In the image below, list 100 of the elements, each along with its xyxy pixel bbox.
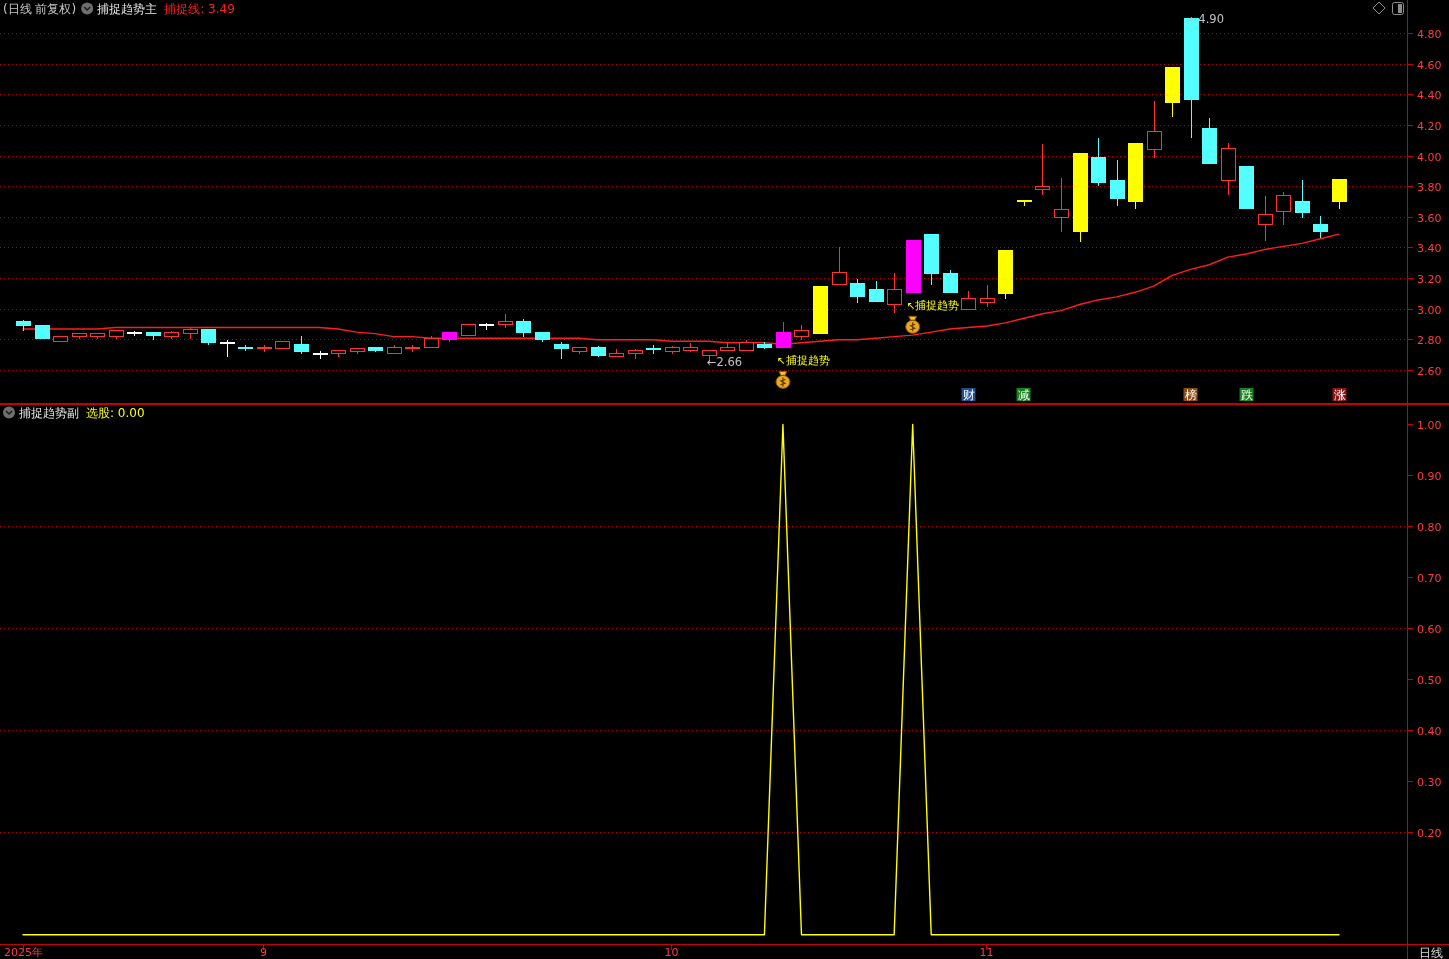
candlestick [498,313,513,328]
candlestick [869,280,884,302]
candlestick [683,342,698,352]
candlestick [628,348,643,359]
x-tick-label: 涨 [1333,388,1346,402]
y-tick-label: 2.60 [1417,364,1442,378]
candlestick [646,344,661,354]
candlestick [257,344,272,352]
x-tick-label: 跌 [1240,388,1253,402]
y-tick-label: 3.80 [1417,180,1442,194]
candlestick [961,290,976,310]
y-tick-label: 0.90 [1417,469,1442,483]
annotation: ↖捕捉趋势 [906,298,960,311]
candlestick [554,341,569,359]
text: 捕捉线: 3.49 [164,2,235,16]
candlestick [943,269,958,293]
candlestick [535,332,550,342]
candlestick [479,322,494,330]
candlestick [350,347,365,354]
chart-subtitle: 捕捉趋势主 [97,2,158,16]
candlestick [887,272,902,313]
y-tick-label: 4.40 [1417,88,1442,102]
y-tick-label: 4.00 [1417,150,1442,164]
candlestick [387,344,402,354]
candlestick [16,319,31,331]
x-tick-label: 9 [260,946,267,959]
y-tick-label: 4.80 [1417,27,1442,41]
candlestick [1035,143,1050,195]
candlestick [591,345,606,357]
candlestick [609,348,624,357]
candlestick [665,345,680,354]
candlestick [238,344,253,351]
candlestick [164,330,179,339]
candlestick [275,341,290,349]
candlestick [1054,177,1069,232]
annotation: ←2.66 [706,354,743,369]
text: 选股: 0.00 [86,406,145,420]
candlestick [368,347,383,352]
y-tick-label: 0.40 [1417,724,1442,738]
y-tick-label: 3.20 [1417,272,1442,286]
x-tick-label: 11 [979,946,994,959]
candlestick [313,350,328,359]
x-tick-label: 减 [1017,388,1030,402]
candlestick [405,344,420,352]
candlestick [1332,179,1347,209]
candlestick [572,347,587,354]
y-tick-label: 0.20 [1417,826,1442,840]
candlestick [1165,67,1180,117]
candlestick [1202,117,1217,164]
candlestick [1258,195,1273,241]
candlestick [924,234,939,285]
candlestick [1221,142,1236,195]
x-tick-label: 2025年 [4,946,43,959]
candlestick [442,332,457,342]
candlestick [90,332,105,339]
candlestick [127,330,142,336]
candlestick [461,324,476,336]
x-tick-label: 10 [664,946,679,959]
y-tick-label: 3.60 [1417,211,1442,225]
candlestick [1091,137,1106,186]
candlestick [331,350,346,357]
candlestick [53,335,68,342]
candlestick [980,284,995,307]
x-tick-label: 财 [962,388,975,402]
candlestick [794,324,809,340]
y-tick-label: 1.00 [1417,418,1442,432]
y-tick-label: 2.80 [1417,333,1442,347]
annotation: ←4.90 [1188,11,1224,26]
x-tick-label: 榜 [1184,388,1197,402]
line-series [22,233,1340,346]
candlestick [739,339,754,351]
candlestick [720,341,735,351]
candlestick [424,335,439,348]
chart-subtitle: 捕捉趋势副 [19,406,79,420]
candlestick [757,341,772,349]
y-tick-label: 3.00 [1417,303,1442,317]
y-tick-label: 0.70 [1417,571,1442,585]
y-tick-label: 0.60 [1417,622,1442,636]
candlestick [109,330,124,339]
annotation: ↖捕捉趋势 [776,353,830,366]
candlestick [850,278,865,303]
candlestick [1295,179,1310,218]
chart-title: (日线 前复权) [3,2,77,16]
candlestick [1239,166,1254,209]
y-tick-label: 4.60 [1417,58,1442,72]
candlestick [1313,215,1328,238]
y-tick-label: 0.50 [1417,673,1442,687]
candlestick [1147,100,1162,158]
y-tick-label: 4.20 [1417,119,1442,133]
candlestick [1128,143,1143,209]
candlestick [906,240,921,293]
candlestick [832,246,847,285]
candlestick [72,332,87,339]
candlestick [1017,200,1032,206]
candlestick [776,321,791,348]
y-tick-label: 3.40 [1417,241,1442,255]
candlestick [1073,153,1088,242]
y-tick-label: 0.30 [1417,775,1442,789]
candlestick [146,332,161,340]
candlestick [516,318,531,337]
